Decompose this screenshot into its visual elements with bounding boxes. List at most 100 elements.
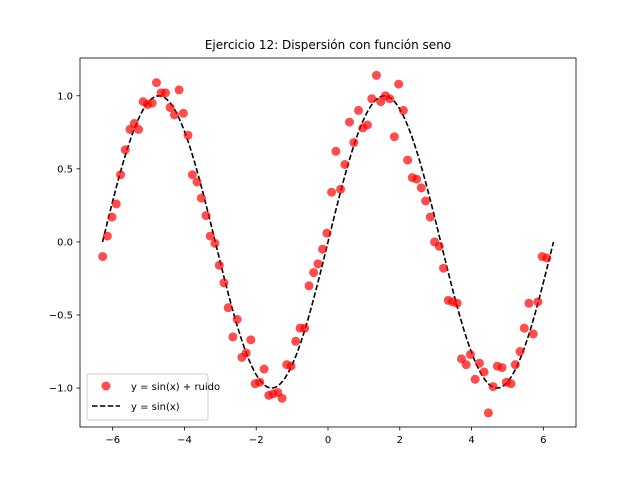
y-tick-label: 1.0 bbox=[57, 91, 73, 102]
scatter-point bbox=[349, 138, 359, 148]
legend-scatter-label: y = sin(x) + ruido bbox=[131, 382, 220, 393]
y-tick-label: 0.5 bbox=[57, 164, 73, 175]
scatter-point bbox=[394, 79, 404, 89]
scatter-point bbox=[304, 281, 314, 291]
scatter-point bbox=[524, 298, 534, 308]
scatter-point bbox=[228, 332, 238, 342]
scatter-point bbox=[434, 241, 444, 251]
scatter-point bbox=[178, 108, 188, 118]
scatter-point bbox=[398, 105, 408, 115]
x-tick-label: −4 bbox=[177, 435, 192, 446]
y-tick-label: −1.0 bbox=[49, 384, 73, 395]
scatter-point bbox=[367, 94, 377, 104]
scatter-point bbox=[461, 360, 471, 370]
scatter-point bbox=[169, 110, 179, 120]
scatter-point bbox=[412, 174, 422, 184]
plot-area bbox=[79, 57, 577, 428]
scatter-point bbox=[196, 193, 206, 203]
scatter-point bbox=[425, 212, 435, 222]
scatter-point bbox=[336, 184, 346, 194]
scatter-point bbox=[255, 377, 265, 387]
scatter-point bbox=[151, 78, 161, 88]
scatter-point bbox=[465, 349, 475, 359]
scatter-point bbox=[542, 253, 552, 263]
x-axis: −6 −4 −2 0 2 4 6 bbox=[105, 427, 546, 446]
scatter-point bbox=[210, 238, 220, 248]
scatter-point bbox=[345, 117, 355, 127]
scatter-point bbox=[187, 170, 197, 180]
scatter-point bbox=[340, 159, 350, 169]
scatter-point bbox=[205, 231, 215, 241]
scatter-point bbox=[474, 358, 484, 368]
scatter-point bbox=[147, 98, 157, 108]
scatter-point bbox=[327, 187, 337, 197]
legend-line-label: y = sin(x) bbox=[131, 402, 180, 413]
scatter-point bbox=[362, 120, 372, 130]
scatter-point bbox=[120, 145, 130, 155]
scatter-point bbox=[318, 244, 328, 254]
scatter-point bbox=[277, 393, 287, 403]
scatter-point bbox=[371, 70, 381, 80]
scatter-point bbox=[506, 379, 516, 389]
scatter-point bbox=[183, 130, 193, 140]
scatter-point bbox=[259, 364, 269, 374]
scatter-points-layer bbox=[98, 70, 552, 418]
scatter-point bbox=[98, 252, 108, 262]
scatter-point bbox=[421, 196, 431, 206]
scatter-point bbox=[533, 297, 543, 307]
scatter-point bbox=[214, 260, 224, 270]
scatter-point bbox=[192, 177, 202, 187]
scatter-point bbox=[452, 298, 462, 308]
scatter-point bbox=[300, 323, 310, 333]
scatter-point bbox=[134, 124, 144, 134]
x-tick-label: −6 bbox=[105, 435, 120, 446]
scatter-point bbox=[439, 263, 449, 273]
scatter-point bbox=[385, 94, 395, 104]
legend-box bbox=[86, 373, 209, 421]
scatter-point bbox=[309, 268, 319, 278]
scatter-point bbox=[483, 408, 493, 418]
chart-title: Ejercicio 12: Dispersión con función sen… bbox=[205, 38, 451, 52]
scatter-point bbox=[515, 347, 525, 357]
scatter-point bbox=[116, 170, 126, 180]
y-tick-label: 0.0 bbox=[57, 237, 73, 248]
scatter-point bbox=[416, 183, 426, 193]
scatter-point bbox=[219, 278, 229, 288]
sine-line-layer bbox=[101, 94, 555, 389]
legend-scatter-marker bbox=[101, 381, 111, 391]
y-axis: −1.0 −0.5 0.0 0.5 1.0 bbox=[49, 91, 80, 395]
scatter-point bbox=[201, 211, 211, 221]
scatter-point bbox=[291, 336, 301, 346]
scatter-point bbox=[331, 146, 341, 156]
scatter-point bbox=[322, 228, 332, 238]
x-tick-label: 2 bbox=[397, 435, 403, 446]
scatter-point bbox=[510, 360, 520, 370]
scatter-point bbox=[102, 231, 112, 241]
scatter-point bbox=[232, 314, 242, 324]
scatter-point bbox=[403, 155, 413, 165]
scatter-point bbox=[470, 374, 480, 384]
scatter-point bbox=[488, 382, 498, 392]
x-tick-label: 6 bbox=[540, 435, 546, 446]
legend: y = sin(x) + ruido y = sin(x) bbox=[86, 373, 220, 421]
scatter-point bbox=[389, 132, 399, 142]
y-tick-label: −0.5 bbox=[49, 310, 73, 321]
x-tick-label: 0 bbox=[325, 435, 331, 446]
scatter-point bbox=[313, 259, 323, 269]
scatter-point bbox=[497, 363, 507, 373]
scatter-point bbox=[107, 212, 117, 222]
sine-line bbox=[101, 94, 555, 389]
x-tick-label: 4 bbox=[468, 435, 474, 446]
scatter-point bbox=[111, 199, 121, 209]
scatter-point bbox=[165, 102, 175, 112]
scatter-point bbox=[246, 335, 256, 345]
scatter-point bbox=[528, 329, 538, 339]
scatter-point bbox=[354, 105, 363, 115]
x-tick-label: −2 bbox=[249, 435, 264, 446]
scatter-point bbox=[223, 303, 233, 313]
scatter-point bbox=[519, 323, 529, 333]
scatter-point bbox=[174, 85, 184, 95]
scatter-point bbox=[479, 367, 489, 377]
scatter-point bbox=[241, 348, 251, 358]
